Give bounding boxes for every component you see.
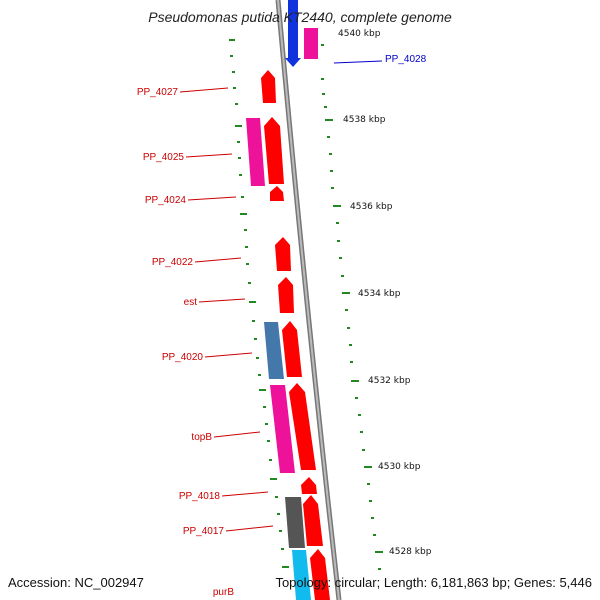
gene-label[interactable]: PP_4028 [385,54,427,65]
gene-label[interactable]: PP_4022 [152,257,194,268]
outer-tick-ring [321,44,383,570]
kbp-labels: 4540 kbp 4538 kbp 4536 kbp 4534 kbp 4532… [338,29,432,557]
gene-label[interactable]: PP_4020 [162,352,204,363]
gene-label[interactable]: PP_4024 [145,195,187,206]
gene-label[interactable]: PP_4027 [137,87,179,98]
map-title: Pseudomonas putida KT2440, complete geno… [148,9,452,25]
gene-est[interactable] [278,277,294,313]
gene-PP_4024[interactable] [270,186,284,201]
kbp-label: 4538 kbp [343,115,386,125]
kbp-label: 4530 kbp [378,462,421,472]
gene-topB[interactable] [270,385,295,473]
label-leader-lines [179,60,383,532]
kbp-label: 4534 kbp [358,289,401,299]
gene-labels: PP_4028 PP_4027 PP_4025 PP_4024 PP_4022 … [137,54,427,598]
gene-PP_4020[interactable] [264,322,284,379]
gene-PP_4017[interactable] [285,497,305,548]
gene-PP_4025[interactable] [246,118,265,186]
gene-label[interactable]: est [184,297,198,308]
gene-label[interactable]: PP_4018 [179,491,221,502]
gene-PP_4027[interactable] [261,70,276,103]
kbp-label: 4528 kbp [389,547,432,557]
gene-label[interactable]: PP_4017 [183,526,225,537]
gene-PP_4021[interactable] [282,321,302,377]
kbp-label: 4540 kbp [338,29,381,39]
gene-features [246,0,330,600]
gene-label[interactable]: topB [191,432,212,443]
gene-PP_4015[interactable] [310,549,330,600]
gene-PP_4019[interactable] [289,383,316,470]
gene-PP_4028[interactable] [285,0,301,67]
topology-text: Topology: circular; Length: 6,181,863 bp… [275,575,592,590]
genome-backbone [275,0,342,600]
kbp-label: 4532 kbp [368,376,411,386]
gene-label[interactable]: purB [213,587,234,598]
kbp-label: 4536 kbp [350,202,393,212]
gene-PP_4026[interactable] [264,117,284,184]
inner-tick-ring [229,39,289,568]
gene-PP_4018[interactable] [301,477,317,494]
accession-text: Accession: NC_002947 [8,575,144,590]
gene-PP_4022[interactable] [275,237,291,271]
gene-pink-top[interactable] [304,28,318,59]
gene-label[interactable]: PP_4025 [143,152,185,163]
gene-PP_4016[interactable] [303,495,323,546]
gene-purB[interactable] [292,550,311,600]
